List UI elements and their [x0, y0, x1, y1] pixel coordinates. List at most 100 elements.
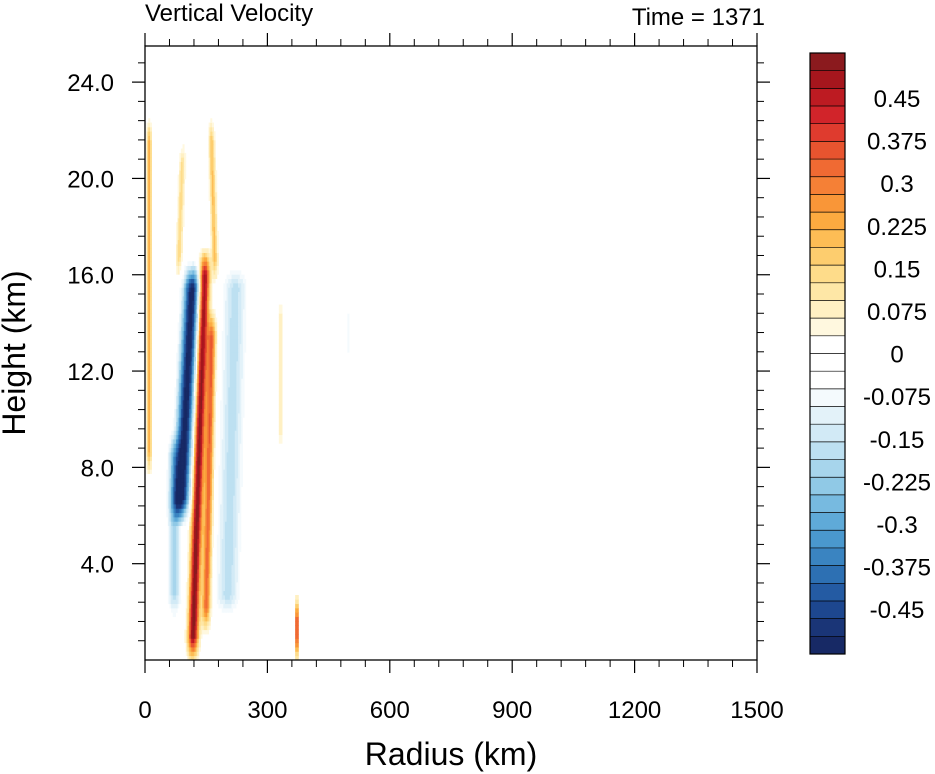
- heatmap-cell: [146, 460, 149, 466]
- heatmap-cell: [202, 360, 205, 366]
- heatmap-cell: [233, 282, 236, 288]
- heatmap-cell: [211, 538, 214, 544]
- heatmap-cell: [238, 339, 241, 345]
- heatmap-cell: [233, 434, 236, 440]
- heatmap-cell: [210, 542, 213, 548]
- heatmap-cell: [172, 521, 175, 527]
- heatmap-cell: [148, 230, 151, 236]
- heatmap-cell: [211, 477, 214, 483]
- heatmap-cell: [187, 373, 190, 379]
- heatmap-cell: [234, 347, 237, 353]
- heatmap-cell: [190, 378, 193, 384]
- heatmap-cell: [241, 430, 244, 436]
- heatmap-cell: [226, 534, 229, 540]
- heatmap-cell: [211, 503, 214, 509]
- heatmap-cell: [226, 590, 229, 596]
- heatmap-cell: [213, 425, 216, 431]
- heatmap-cell: [278, 321, 281, 327]
- heatmap-cell: [210, 486, 213, 492]
- heatmap-cell: [246, 274, 249, 279]
- heatmap-cell: [190, 373, 193, 379]
- heatmap-cell: [177, 421, 180, 427]
- heatmap-cell: [223, 373, 226, 379]
- heatmap-cell: [208, 538, 211, 544]
- heatmap-cell: [182, 295, 185, 301]
- heatmap-cell: [192, 430, 195, 436]
- heatmap-cell: [169, 577, 172, 583]
- heatmap-cell: [223, 594, 226, 600]
- heatmap-cell: [226, 560, 229, 566]
- heatmap-cell: [202, 261, 205, 266]
- heatmap-cell: [149, 425, 152, 431]
- heatmap-cell: [149, 152, 152, 158]
- heatmap-cell: [185, 356, 188, 362]
- heatmap-cell: [233, 313, 236, 318]
- heatmap-cell: [295, 629, 298, 635]
- heatmap-cell: [187, 551, 190, 557]
- heatmap-cell: [179, 365, 182, 371]
- heatmap-cell: [241, 317, 244, 323]
- heatmap-cell: [228, 447, 231, 453]
- heatmap-cell: [236, 542, 239, 548]
- heatmap-cell: [236, 330, 239, 336]
- heatmap-cell: [171, 577, 174, 583]
- heatmap-cell: [218, 421, 221, 427]
- heatmap-cell: [174, 360, 177, 366]
- heatmap-cell: [211, 451, 214, 457]
- heatmap-cell: [167, 525, 170, 531]
- heatmap-cell: [179, 313, 182, 318]
- heatmap-cell: [345, 313, 348, 318]
- heatmap-cell: [207, 248, 210, 253]
- heatmap-cell: [182, 451, 185, 457]
- heatmap-cell: [226, 373, 229, 379]
- heatmap-cell: [198, 599, 201, 605]
- heatmap-cell: [280, 438, 283, 444]
- heatmap-cell: [167, 534, 170, 540]
- heatmap-cell: [223, 278, 226, 284]
- heatmap-cell: [238, 373, 241, 379]
- heatmap-cell: [205, 564, 208, 570]
- heatmap-cell: [200, 425, 203, 431]
- heatmap-cell: [185, 477, 188, 483]
- heatmap-cell: [220, 421, 223, 427]
- heatmap-cell: [220, 334, 223, 340]
- heatmap-cell: [242, 386, 245, 392]
- heatmap-cell: [228, 451, 231, 457]
- heatmap-cell: [208, 581, 211, 587]
- heatmap-cell: [246, 287, 249, 292]
- heatmap-cell: [238, 529, 241, 535]
- heatmap-cell: [169, 564, 172, 570]
- heatmap-cell: [197, 391, 200, 397]
- heatmap-cell: [239, 564, 242, 570]
- heatmap-cell: [177, 477, 180, 483]
- heatmap-cell: [226, 469, 229, 475]
- heatmap-cell: [177, 295, 180, 301]
- heatmap-cell: [239, 352, 242, 358]
- heatmap-cell: [210, 573, 213, 579]
- heatmap-cell: [146, 243, 149, 249]
- heatmap-cell: [228, 560, 231, 566]
- heatmap-cell: [182, 222, 185, 227]
- heatmap-cell: [221, 369, 224, 375]
- heatmap-cell: [180, 564, 183, 570]
- heatmap-cell: [180, 386, 183, 392]
- heatmap-cell: [148, 226, 151, 232]
- heatmap-cell: [239, 529, 242, 535]
- heatmap-cell: [174, 534, 177, 540]
- heatmap-cell: [197, 287, 200, 292]
- heatmap-cell: [210, 612, 213, 618]
- heatmap-cell: [210, 516, 213, 522]
- heatmap-cell: [190, 447, 193, 453]
- heatmap-cell: [221, 473, 224, 479]
- heatmap-cell: [179, 196, 182, 201]
- heatmap-cell: [218, 395, 221, 401]
- heatmap-cell: [182, 421, 185, 427]
- heatmap-cell: [231, 304, 234, 310]
- heatmap-cell: [210, 460, 213, 466]
- heatmap-cell: [233, 594, 236, 600]
- heatmap-cell: [182, 304, 185, 310]
- heatmap-cell: [241, 282, 244, 288]
- heatmap-cell: [177, 503, 180, 509]
- heatmap-cell: [202, 456, 205, 462]
- y-tick-label: 4.0: [81, 552, 114, 579]
